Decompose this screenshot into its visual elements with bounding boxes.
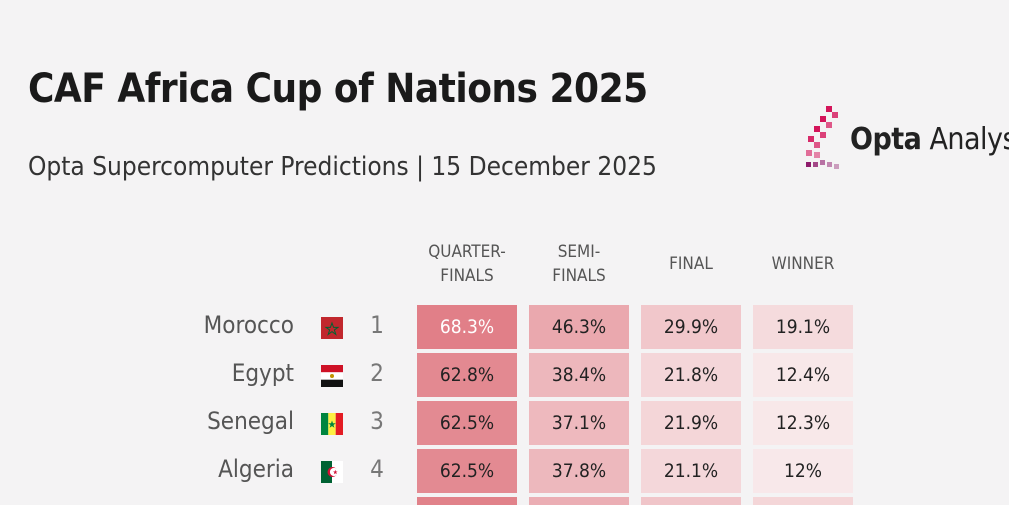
opta-logo-mark-icon <box>806 106 839 169</box>
team-name: Algeria <box>218 455 294 483</box>
column-header: SEMI- FINALS <box>529 240 629 288</box>
opta-analyst-logo: Opta Analyst <box>806 106 1009 172</box>
probability-cell: 62.5% <box>417 401 517 445</box>
column-header-line: FINAL <box>669 254 713 274</box>
column-header-line: FINALS <box>440 266 494 286</box>
column-header-line: FINALS <box>552 266 606 286</box>
probability-cell: 38.4% <box>529 353 629 397</box>
column-header-line: SEMI- <box>557 242 601 262</box>
probability-cell: 12.4% <box>753 353 853 397</box>
senegal-flag-icon <box>321 413 343 435</box>
column-header: WINNER <box>753 252 853 276</box>
probability-cell: 46.3% <box>529 305 629 349</box>
algeria-flag-icon <box>321 461 343 483</box>
table-row: Algeria 4 62.5% 37.8% 21.1% 12% <box>0 449 1009 493</box>
table-row-partial <box>0 497 1009 505</box>
table-row: Senegal 3 62.5% 37.1% 21.9% 12.3% <box>0 401 1009 445</box>
morocco-flag-icon <box>321 317 343 339</box>
column-header-line: WINNER <box>771 254 835 274</box>
probability-cell: 37.8% <box>529 449 629 493</box>
column-header-line: QUARTER- <box>428 242 506 262</box>
page-title: CAF Africa Cup of Nations 2025 <box>28 66 648 112</box>
probability-cell: 29.9% <box>641 305 741 349</box>
table-row: Morocco 1 68.3% 46.3% 29.9% 19.1% <box>0 305 1009 349</box>
probability-cell-partial <box>641 497 741 505</box>
table-row: Egypt 2 62.8% 38.4% 21.8% 12.4% <box>0 353 1009 397</box>
probability-cell-partial <box>417 497 517 505</box>
logo-text: Opta Analyst <box>850 121 1009 157</box>
team-name: Morocco <box>203 311 294 339</box>
probability-cell: 68.3% <box>417 305 517 349</box>
probability-cell: 21.8% <box>641 353 741 397</box>
probability-cell-partial <box>529 497 629 505</box>
rank-number: 1 <box>370 311 384 339</box>
column-header: QUARTER- FINALS <box>417 240 517 288</box>
probability-cell: 62.8% <box>417 353 517 397</box>
column-header: FINAL <box>641 252 741 276</box>
probability-cell: 12% <box>753 449 853 493</box>
rank-number: 3 <box>370 407 384 435</box>
probability-cell: 19.1% <box>753 305 853 349</box>
probability-cell: 37.1% <box>529 401 629 445</box>
probability-cell: 21.9% <box>641 401 741 445</box>
team-name: Egypt <box>231 359 294 387</box>
probability-cell: 21.1% <box>641 449 741 493</box>
rank-number: 2 <box>370 359 384 387</box>
egypt-flag-icon <box>321 365 343 387</box>
rank-number: 4 <box>370 455 384 483</box>
probability-cell: 12.3% <box>753 401 853 445</box>
probability-cell-partial <box>753 497 853 505</box>
team-name: Senegal <box>207 407 294 435</box>
page-subtitle: Opta Supercomputer Predictions | 15 Dece… <box>28 152 657 182</box>
probability-cell: 62.5% <box>417 449 517 493</box>
